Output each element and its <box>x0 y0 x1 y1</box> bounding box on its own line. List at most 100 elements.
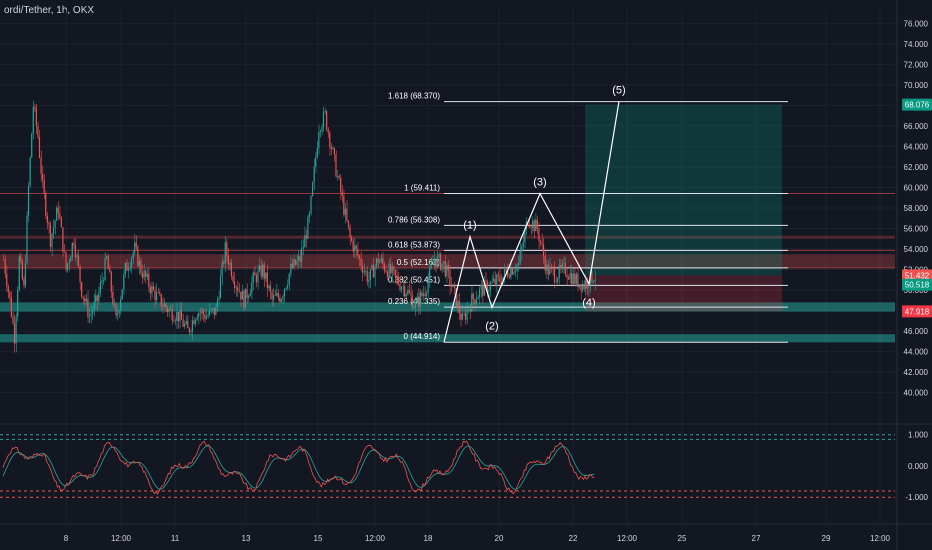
candle-body <box>107 256 109 270</box>
candle-body <box>507 271 509 277</box>
y-tick-label: 70.000 <box>904 81 929 90</box>
candle-body <box>560 264 562 269</box>
candle-body <box>121 289 123 300</box>
candle-body <box>581 283 584 291</box>
candle-body <box>530 227 532 229</box>
candle-body <box>468 309 470 310</box>
candle-body <box>232 276 234 282</box>
candle-body <box>447 265 449 271</box>
position-stop-zone <box>585 275 782 312</box>
candle-body <box>368 280 370 282</box>
candle-body <box>238 290 240 292</box>
candle-body <box>539 240 541 243</box>
candle-body <box>124 262 126 275</box>
candle-body <box>35 108 37 126</box>
y-tick-label: 76.000 <box>904 19 929 28</box>
candle-body <box>488 289 490 293</box>
candle-body <box>184 323 186 327</box>
candle-body <box>404 286 406 297</box>
candle-body <box>336 175 339 177</box>
candle-body <box>556 278 559 283</box>
candle-body <box>446 265 448 277</box>
candle-body <box>190 331 192 333</box>
candle-body <box>140 260 142 274</box>
candle-body <box>249 293 251 297</box>
candle-body <box>302 247 304 249</box>
candle-body <box>443 261 445 264</box>
candle-body <box>594 279 596 282</box>
candle-body <box>188 328 190 332</box>
candle-body <box>544 256 546 271</box>
candle-body <box>464 313 467 320</box>
candle-body <box>577 273 579 288</box>
oscillator-series-a <box>2 440 595 495</box>
y-tick-label: 42.000 <box>904 368 929 377</box>
candle-body <box>70 257 72 262</box>
elliott-wave-label: (3) <box>533 177 546 189</box>
candle-body <box>66 263 69 270</box>
candle-body <box>51 233 53 247</box>
candle-body <box>572 273 574 285</box>
candle-body <box>377 258 379 263</box>
candle-body <box>294 259 296 265</box>
candle-body <box>466 309 468 320</box>
candle-body <box>494 278 496 285</box>
candle-body <box>313 166 315 183</box>
candle-body <box>482 284 484 296</box>
candle-body <box>223 261 225 264</box>
candle-body <box>422 293 424 296</box>
candle-body <box>27 185 30 216</box>
candle-body <box>79 265 81 283</box>
candle-body <box>414 301 417 307</box>
candle-body <box>185 321 187 324</box>
candle-body <box>369 269 371 281</box>
oscillator-tick-label: -1.000 <box>905 493 928 502</box>
candle-body <box>439 254 442 270</box>
candle-body <box>571 272 573 285</box>
candle-body <box>405 294 407 297</box>
candle-body <box>54 220 56 228</box>
candle-body <box>118 310 120 314</box>
candle-body <box>216 300 218 307</box>
candle-body <box>310 195 312 214</box>
candle-body <box>550 266 552 268</box>
candle-body <box>508 276 510 278</box>
candle-body <box>338 175 340 179</box>
candle-body <box>574 273 576 284</box>
y-tick-label: 72.000 <box>904 60 929 69</box>
candle-body <box>591 271 593 283</box>
candle-body <box>469 309 471 312</box>
candle-body <box>441 263 443 270</box>
candle-body <box>244 288 247 309</box>
oscillator-series-b <box>2 445 595 490</box>
candle-body <box>519 251 521 263</box>
candle-body <box>77 255 80 266</box>
candle-body <box>564 263 566 275</box>
candle-body <box>32 106 34 134</box>
x-tick-label: 20 <box>495 534 504 543</box>
candle-body <box>224 242 226 264</box>
candle-body <box>555 281 557 283</box>
candle-body <box>553 268 556 282</box>
candle-body <box>347 220 350 227</box>
candle-body <box>393 266 395 270</box>
candle-body <box>277 293 279 298</box>
candle-body <box>563 263 565 265</box>
elliott-wave-label: (4) <box>582 297 595 309</box>
candle-body <box>536 219 538 229</box>
candle-body <box>340 178 342 193</box>
candle-body <box>349 226 351 238</box>
candle-body <box>463 313 465 315</box>
candle-body <box>85 298 87 302</box>
candle-body <box>291 263 293 268</box>
y-tick-label: 62.000 <box>904 163 929 172</box>
candle-body <box>592 281 595 283</box>
candle-body <box>332 147 334 149</box>
candle-body <box>57 207 59 214</box>
candle-body <box>191 320 193 332</box>
candle-body <box>252 272 254 283</box>
candle-body <box>38 136 41 158</box>
x-tick-label: 12:00 <box>111 534 132 543</box>
candle-body <box>137 246 139 267</box>
